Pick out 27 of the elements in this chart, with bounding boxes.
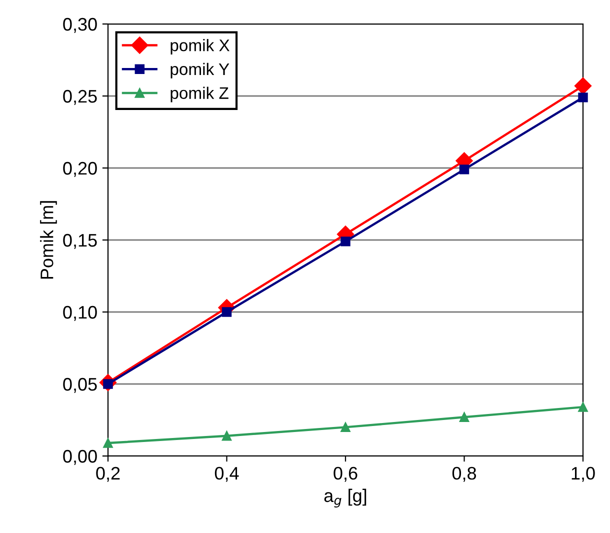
y-tick-label: 0,05 <box>63 378 97 393</box>
point <box>578 92 588 102</box>
point <box>340 236 350 246</box>
legend-label: pomik Y <box>170 62 230 78</box>
x-tick-label: 1,0 <box>572 466 595 482</box>
legend-label: pomik Z <box>170 86 228 102</box>
x-tick-label: 0,6 <box>334 466 358 482</box>
point <box>103 438 113 448</box>
point <box>222 307 232 317</box>
y-tick-label: 0,25 <box>63 90 97 105</box>
point <box>574 77 592 94</box>
x-tick-label: 0,8 <box>452 466 476 482</box>
point <box>222 430 232 441</box>
y-tick-label: 0,15 <box>63 234 97 249</box>
y-tick-label: 0,30 <box>63 18 97 33</box>
x-tick-label: 0,2 <box>96 466 120 482</box>
x-axis-title: a$_{g}$ [g] <box>324 488 366 508</box>
point <box>578 402 588 412</box>
legend-label: pomik X <box>170 39 230 55</box>
point <box>340 422 350 432</box>
y-tick-label: 0,20 <box>63 162 97 177</box>
y-tick-label: 0,00 <box>63 450 97 465</box>
point <box>459 412 470 422</box>
y-tick-label: 0,10 <box>63 306 97 321</box>
point <box>459 164 470 174</box>
x-tick-label: 0,4 <box>214 466 239 482</box>
y-axis-title: Pomik [m] <box>40 201 57 279</box>
